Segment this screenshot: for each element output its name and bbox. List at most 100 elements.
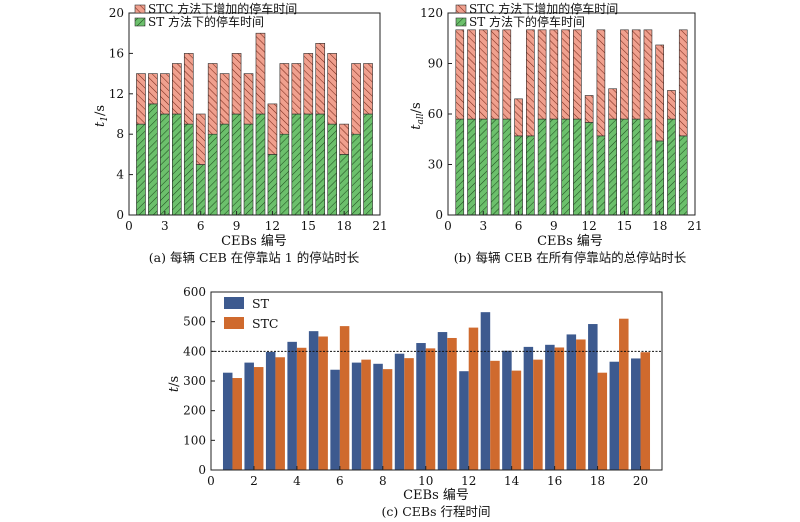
x-tick-label: 0 xyxy=(444,219,452,233)
bar-st xyxy=(287,341,297,470)
panel-c-legend: ST STC xyxy=(224,296,278,331)
bar-st xyxy=(315,113,326,216)
y-tick-label: 0 xyxy=(435,208,443,222)
bar-st xyxy=(549,118,559,216)
bar-stc-added xyxy=(667,90,676,120)
bar-stc-added xyxy=(643,29,653,120)
bar-stc xyxy=(597,372,608,470)
bar-st xyxy=(480,312,491,470)
panel-a-x-label: CEBs 编号 xyxy=(221,234,287,249)
bar-stc-added xyxy=(655,44,665,142)
bar-stc-added xyxy=(678,29,688,137)
bar-st xyxy=(455,118,465,216)
bar-st xyxy=(416,343,426,470)
bar-st xyxy=(291,113,302,216)
bar-st xyxy=(327,123,337,216)
x-tick-label: 9 xyxy=(233,219,241,233)
panel-b-plot: 0 30 60 90 120 0 3 6 9 12 15 18 21 xyxy=(420,6,703,233)
bar-st xyxy=(584,122,594,216)
panel-b-x-label: CEBs 编号 xyxy=(537,234,603,249)
y-tick-label: 0 xyxy=(116,208,124,222)
bar-stc-added xyxy=(219,73,230,125)
bar-st xyxy=(526,135,535,216)
bar-st xyxy=(643,118,653,216)
bar-stc xyxy=(554,347,565,470)
panel-b-y-label-sub: all xyxy=(416,113,426,124)
panel-c-y-label: t/s xyxy=(167,376,182,392)
bar-st xyxy=(655,140,665,216)
bar-stc xyxy=(296,347,307,470)
x-tick-label: 21 xyxy=(372,219,387,233)
panel-b-y-label: tall/s xyxy=(409,102,426,129)
bar-stc-added xyxy=(620,29,629,120)
panel-b-legend: STC 方法下增加的停车时间 ST 方法下的停车时间 xyxy=(455,1,618,29)
x-tick-label: 4 xyxy=(293,474,301,488)
bar-st xyxy=(308,331,319,470)
bar-stc-added xyxy=(327,53,337,125)
bar-st xyxy=(207,133,218,216)
bar-stc xyxy=(382,369,393,470)
x-tick-label: 18 xyxy=(652,219,667,233)
legend-label-st: ST 方法下的停车时间 xyxy=(469,14,585,29)
bar-st xyxy=(523,346,534,470)
bar-stc xyxy=(511,370,522,470)
bar-stc-added xyxy=(231,53,242,115)
bar-stc xyxy=(619,318,629,470)
y-tick-label: 600 xyxy=(183,285,206,299)
bar-st xyxy=(136,123,146,216)
bar-st xyxy=(303,113,314,216)
bar-stc-added xyxy=(596,29,606,137)
y-tick-label: 30 xyxy=(428,158,443,172)
bar-stc-added xyxy=(573,29,582,120)
x-tick-label: 12 xyxy=(461,474,476,488)
bar-st xyxy=(222,372,233,470)
bar-st xyxy=(437,332,448,470)
legend-swatch-st xyxy=(455,17,467,27)
panel-a-y-label-unit: /s xyxy=(93,105,108,116)
bar-st xyxy=(502,118,512,216)
x-tick-label: 21 xyxy=(687,219,702,233)
x-tick-label: 3 xyxy=(479,219,487,233)
bar-st xyxy=(561,118,570,216)
bar-stc xyxy=(447,337,457,470)
bar-st xyxy=(373,363,383,470)
bar-stc xyxy=(640,352,651,470)
bar-st xyxy=(244,362,254,470)
bar-st xyxy=(351,133,361,216)
y-tick-label: 8 xyxy=(116,127,124,141)
bar-st xyxy=(588,324,598,470)
y-tick-label: 12 xyxy=(109,87,124,101)
legend-swatch-stc xyxy=(224,317,244,329)
bar-stc-added xyxy=(584,95,594,123)
bar-st xyxy=(219,123,230,216)
bar-st xyxy=(545,344,555,470)
panel-c-y-label-unit: /s xyxy=(167,376,182,387)
bar-st xyxy=(363,113,373,216)
bar-st xyxy=(502,350,512,470)
legend-label-st: ST 方法下的停车时间 xyxy=(148,14,264,29)
bar-st xyxy=(467,118,476,216)
bar-stc-added xyxy=(339,123,349,155)
x-tick-label: 0 xyxy=(207,474,215,488)
y-tick-label: 500 xyxy=(183,315,206,329)
panel-b: 0 30 60 90 120 0 3 6 9 12 15 18 21 STC 方法下增加的停车时间 ST… xyxy=(409,1,703,265)
panel-a: 0 4 8 12 16 20 0 3 6 9 12 15 18 21 STC 方法下增加的停车时间 ST … xyxy=(93,1,388,265)
bar-st xyxy=(608,118,617,216)
bar-st xyxy=(279,133,290,216)
bar-st xyxy=(351,362,362,470)
bar-stc-added xyxy=(279,63,290,135)
bar-st xyxy=(573,118,582,216)
bar-st xyxy=(255,113,266,216)
bar-stc xyxy=(490,360,500,470)
y-tick-label: 16 xyxy=(109,46,124,60)
x-tick-label: 15 xyxy=(617,219,632,233)
bar-stc-added xyxy=(514,98,523,137)
bar-stc xyxy=(361,359,371,470)
bar-st xyxy=(609,361,620,470)
bar-stc-added xyxy=(490,29,500,120)
y-tick-label: 300 xyxy=(183,374,206,388)
x-tick-label: 18 xyxy=(337,219,352,233)
bar-st xyxy=(667,118,676,216)
legend-swatch-st xyxy=(224,297,244,309)
